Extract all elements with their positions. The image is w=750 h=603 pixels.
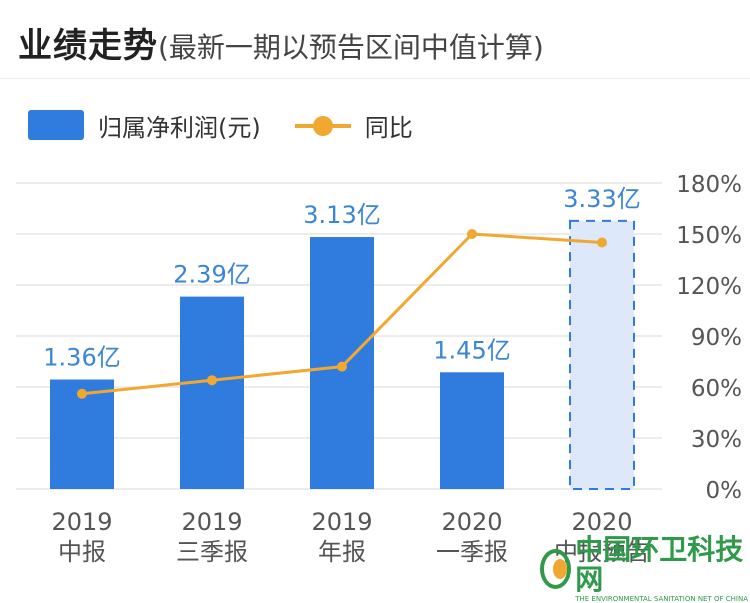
y2-tick-label: 0%	[706, 478, 743, 504]
page-subtitle: (最新一期以预告区间中值计算)	[158, 31, 544, 64]
legend-bar-swatch	[28, 110, 84, 140]
page-title: 业绩走势	[18, 26, 158, 66]
bar-value-label: 2.39亿	[173, 261, 250, 289]
legend-item-profit[interactable]: 归属净利润(元)	[28, 108, 261, 143]
line-point	[207, 375, 217, 386]
watermark-name-cn: 中国环卫科技网	[575, 533, 744, 596]
chart-title: 业绩走势(最新一期以预告区间中值计算)	[18, 18, 544, 67]
x-tick-label-period: 三季报	[176, 538, 248, 566]
line-point	[597, 237, 607, 248]
y2-tick-label: 60%	[691, 376, 742, 402]
bar-value-label: 1.45亿	[433, 336, 510, 364]
bar-value-label: 3.13亿	[303, 201, 380, 229]
bar	[180, 296, 244, 489]
x-tick-label-year: 2019	[181, 508, 242, 536]
legend-label-yoy: 同比	[364, 113, 413, 142]
line-point	[467, 229, 477, 239]
y2-tick-label: 150%	[676, 223, 742, 249]
x-tick-label-year: 2020	[441, 508, 502, 536]
watermark-name-en: THE ENVIRONMENTAL SANITATION NET OF CHIN…	[575, 595, 748, 603]
legend-item-yoy[interactable]: 同比	[294, 108, 413, 143]
chart-legend: 归属净利润(元) 同比	[28, 108, 447, 142]
legend-line-swatch	[294, 110, 351, 140]
bar-forecast	[569, 219, 635, 490]
y2-tick-label: 120%	[676, 274, 742, 300]
bar-value-label: 3.33亿	[563, 185, 640, 213]
x-tick-label-period: 一季报	[436, 538, 508, 566]
x-tick-label-year: 2019	[51, 508, 112, 536]
y2-tick-label: 30%	[691, 427, 742, 453]
watermark: 中国环卫科技网 THE ENVIRONMENTAL SANITATION NET…	[540, 535, 748, 603]
y2-tick-label: 180%	[676, 172, 742, 198]
bar	[440, 372, 504, 489]
title-divider	[0, 78, 750, 79]
watermark-logo-icon	[540, 549, 572, 589]
x-tick-label-period: 中报	[58, 538, 106, 566]
y2-tick-label: 90%	[691, 325, 742, 351]
x-tick-label-year: 2019	[311, 508, 372, 536]
line-point	[77, 388, 87, 399]
legend-label-profit: 归属净利润(元)	[98, 113, 261, 142]
line-point	[337, 361, 347, 372]
x-tick-label-period: 年报	[318, 538, 366, 566]
x-tick-label-year: 2020	[571, 508, 632, 536]
bar-value-label: 1.36亿	[43, 344, 120, 372]
